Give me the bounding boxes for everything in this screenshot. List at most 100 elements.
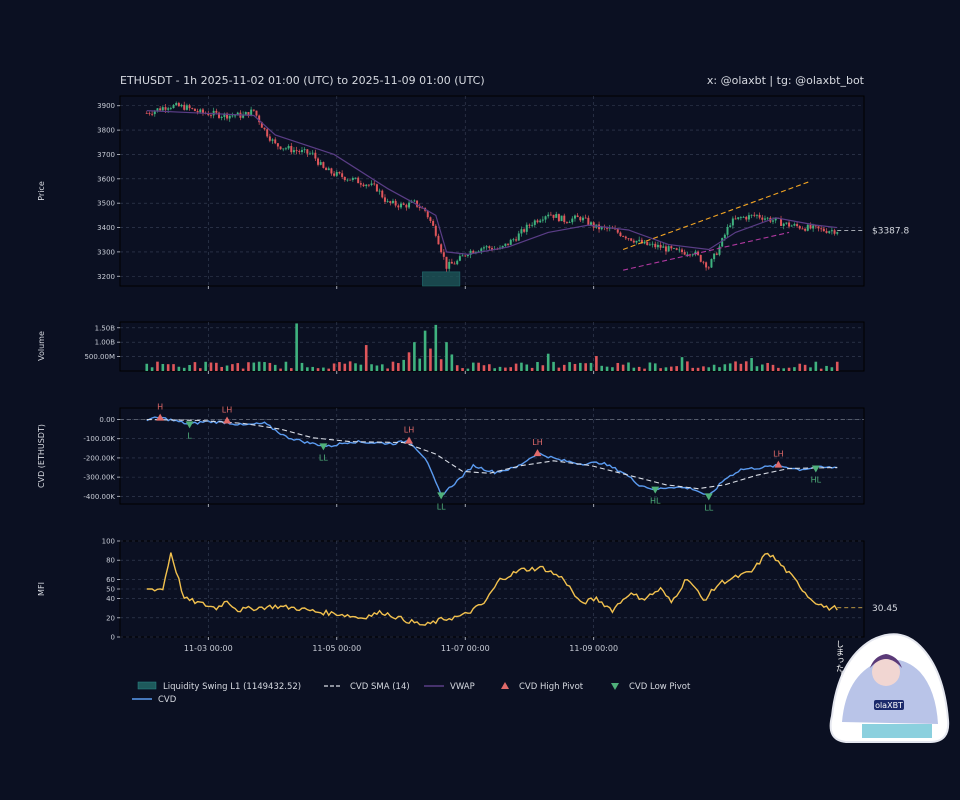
pivot-label: HL — [811, 475, 822, 484]
candle — [753, 214, 756, 216]
candle — [790, 225, 793, 227]
candle — [437, 235, 440, 245]
volume-bar — [664, 367, 668, 371]
candle — [169, 108, 172, 109]
y-tick-label: 3700 — [97, 151, 115, 159]
candle — [622, 236, 625, 237]
legend-label: VWAP — [450, 682, 475, 692]
volume-bar — [589, 362, 593, 371]
y-axis-label: Volume — [37, 331, 46, 361]
candle — [533, 220, 536, 225]
candle — [258, 115, 261, 123]
candle — [507, 243, 510, 245]
high-pivot-marker — [533, 449, 542, 457]
candle — [742, 216, 745, 218]
volume-bar — [707, 367, 711, 371]
candle — [325, 167, 328, 171]
candle — [737, 217, 740, 220]
volume-bar — [429, 348, 432, 371]
candle — [282, 148, 285, 150]
volume-bar — [198, 368, 202, 371]
mascot-face — [872, 658, 900, 686]
candle — [817, 226, 820, 229]
candle — [180, 104, 183, 107]
candle — [268, 136, 271, 141]
mascot-body — [842, 659, 938, 724]
pivot-label: LH — [404, 426, 414, 435]
volume-bar — [252, 362, 256, 371]
x-tick-label: 11-09 00:00 — [569, 644, 618, 653]
volume-bar — [530, 367, 534, 371]
candle — [172, 104, 175, 109]
candle — [215, 110, 218, 113]
cvd-line — [146, 416, 838, 496]
candle — [442, 252, 445, 257]
candle — [367, 184, 370, 186]
candle — [477, 251, 480, 253]
candle — [359, 183, 362, 185]
candle — [718, 246, 721, 255]
y-tick-label: 20 — [106, 614, 115, 622]
volume-bar — [498, 366, 502, 371]
volume-series — [145, 323, 839, 371]
candle — [400, 203, 403, 208]
candle — [785, 222, 788, 224]
candle — [266, 129, 269, 137]
volume-bar — [621, 364, 625, 371]
volume-bar — [402, 359, 405, 371]
volume-bar — [718, 367, 721, 371]
volume-bar — [247, 362, 250, 371]
volume-bar — [289, 368, 293, 371]
candle — [555, 214, 558, 218]
volume-bar — [777, 367, 780, 371]
volume-bar — [750, 358, 753, 371]
volume-bar — [562, 364, 566, 371]
volume-bar — [755, 366, 759, 371]
candle — [710, 259, 713, 268]
candle — [509, 239, 512, 245]
legend: Liquidity Swing L1 (1149432.52) CVD SMA (… — [132, 681, 691, 705]
candle — [458, 256, 461, 261]
candle — [207, 113, 210, 116]
candle — [199, 109, 202, 113]
candle — [255, 110, 258, 116]
candle — [806, 224, 809, 231]
volume-bar — [220, 366, 223, 371]
low-pivot-marker — [704, 493, 713, 501]
candle — [517, 233, 520, 241]
candle — [568, 222, 571, 223]
candle — [774, 218, 777, 221]
candle — [525, 224, 528, 232]
high-pivot-marker — [405, 436, 414, 444]
candle — [758, 214, 761, 218]
candle — [675, 248, 678, 250]
candle — [218, 112, 221, 118]
candle — [721, 238, 724, 247]
candle — [378, 190, 381, 192]
candle — [699, 254, 702, 262]
candle — [346, 179, 349, 181]
volume-bar — [493, 368, 496, 371]
candle — [151, 113, 154, 115]
volume-bar — [525, 364, 529, 371]
volume-bar — [370, 364, 373, 371]
last-price-label: $3387.8 — [872, 227, 909, 237]
volume-bar — [241, 368, 245, 371]
candle — [643, 241, 646, 244]
high-pivot-marker — [774, 460, 783, 468]
liquidity-zone — [422, 271, 461, 287]
volume-bar — [632, 367, 636, 371]
mfi-series: 30.45 — [146, 552, 898, 626]
candle — [250, 109, 253, 116]
candle — [485, 246, 488, 248]
candle — [153, 110, 156, 115]
volume-bar — [627, 362, 630, 371]
candle — [646, 241, 649, 246]
candle — [234, 115, 237, 117]
volume-bar — [156, 361, 159, 371]
volume-bar — [375, 365, 379, 371]
candle — [416, 200, 419, 207]
volume-bar — [359, 364, 363, 371]
candle — [560, 215, 563, 222]
